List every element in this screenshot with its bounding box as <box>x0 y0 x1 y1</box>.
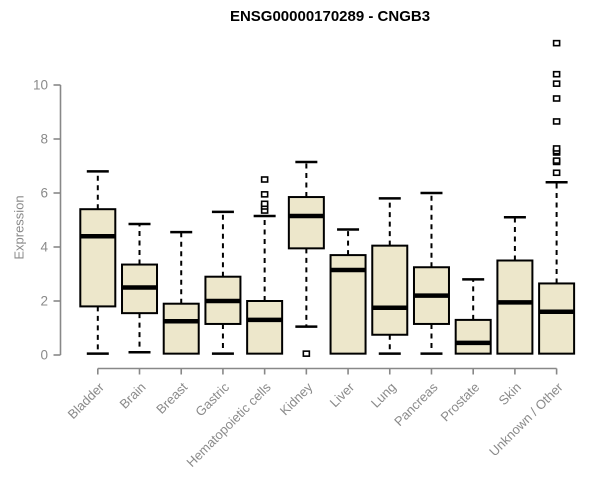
box-unknown-other <box>538 39 576 355</box>
box-skin <box>496 216 534 355</box>
box-liver <box>329 228 367 355</box>
x-category-label: Pancreas <box>391 379 441 429</box>
outlier-point <box>552 118 561 125</box>
outlier-point <box>260 200 269 208</box>
x-category-label: Gastric <box>192 379 232 419</box>
y-tick-label: 0 <box>40 348 48 363</box>
chart-title: ENSG00000170289 - CNGB3 <box>229 8 431 25</box>
box-pancreas <box>412 191 450 355</box>
iqr-box <box>287 196 325 250</box>
box-brain <box>121 222 159 354</box>
iqr-box <box>454 318 492 355</box>
x-category-label: Skin <box>496 380 524 408</box>
outlier-point <box>260 191 269 198</box>
x-category-label: Breast <box>153 379 190 416</box>
box-bladder <box>79 170 117 355</box>
iqr-box <box>79 208 117 308</box>
iqr-box <box>246 300 284 355</box>
box-gastric <box>204 210 242 355</box>
box-kidney <box>287 160 325 357</box>
y-tick-label: 6 <box>40 186 48 201</box>
x-category-label: Kidney <box>277 379 316 418</box>
iqr-box <box>162 302 200 355</box>
outlier-point <box>552 70 561 78</box>
iqr-box <box>496 259 534 355</box>
x-category-label: Bladder <box>65 379 108 422</box>
y-tick-label: 2 <box>40 294 48 309</box>
outlier-point <box>302 350 311 357</box>
x-category-label: Lung <box>368 380 399 411</box>
iqr-box <box>538 282 576 355</box>
x-category-label: Liver <box>327 379 358 410</box>
y-tick-label: 4 <box>40 240 48 255</box>
x-category-label: Unknown / Other <box>486 379 566 459</box>
iqr-box <box>371 244 409 336</box>
box-breast <box>162 230 200 355</box>
y-tick-label: 10 <box>33 78 48 93</box>
x-category-label: Prostate <box>437 380 482 425</box>
outlier-point <box>260 176 269 183</box>
outlier-point <box>552 80 561 87</box>
outlier-point <box>552 95 561 102</box>
outlier-point <box>552 39 561 47</box>
y-tick-label: 8 <box>40 132 48 147</box>
outlier-point <box>552 169 561 177</box>
x-category-label: Brain <box>117 380 149 412</box>
box-hematopoietic-cells <box>246 176 284 355</box>
box-prostate <box>454 278 492 355</box>
outlier-point <box>552 157 561 164</box>
outlier-point <box>552 145 561 152</box>
box-lung <box>371 197 409 355</box>
